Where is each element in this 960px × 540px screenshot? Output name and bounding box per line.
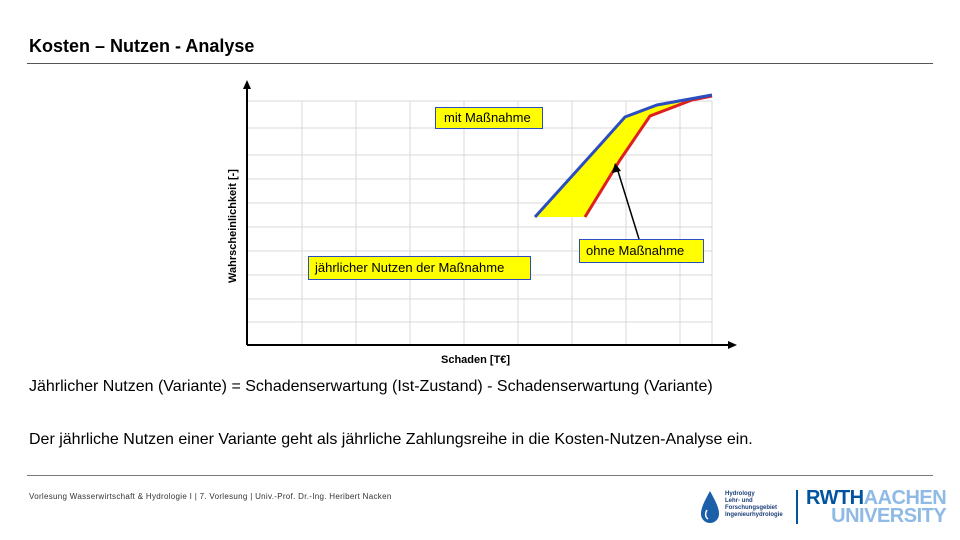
- annual-benefit-label: jährlicher Nutzen der Maßnahme: [308, 256, 531, 280]
- x-axis-arrow: [728, 341, 737, 349]
- benefit-formula: Jährlicher Nutzen (Variante) = Schadense…: [29, 378, 713, 395]
- title-divider: [27, 63, 933, 64]
- body-text: Der jährliche Nutzen einer Variante geht…: [29, 431, 753, 448]
- hydrology-logo-line: Hydrology: [725, 491, 755, 497]
- hydrology-logo-line: Forschungsgebiet: [725, 505, 778, 511]
- rwth-logo-university: UNIVERSITY: [831, 505, 947, 527]
- hydrology-logo: Hydrology Lehr- und Forschungsgebiet Ing…: [700, 488, 790, 528]
- logo-divider: [796, 490, 798, 524]
- grid: [247, 100, 713, 345]
- callout-arrowhead: [612, 163, 621, 173]
- axes: [243, 80, 737, 349]
- rwth-logo-aachen: AACHEN: [863, 487, 947, 509]
- hydrology-logo-text: Hydrology Lehr- und Forschungsgebiet Ing…: [725, 491, 783, 519]
- hydrology-logo-line: Ingenieurhydrologie: [725, 512, 783, 518]
- y-axis-arrow: [243, 80, 251, 89]
- callout-arrow: [616, 167, 640, 240]
- footer-divider: [27, 475, 933, 476]
- water-drop-icon: [701, 491, 719, 523]
- footer-text: Vorlesung Wasserwirtschaft & Hydrologie …: [29, 492, 392, 501]
- without-measure-label: ohne Maßnahme: [579, 239, 704, 263]
- x-axis-label: Schaden [T€]: [441, 354, 511, 366]
- slide-title: Kosten – Nutzen - Analyse: [29, 36, 255, 56]
- rwth-aachen-logo: RWTHAACHEN UNIVERSITY: [806, 487, 947, 527]
- hydrology-logo-line: Lehr- und: [725, 498, 753, 504]
- benefit-area: [535, 95, 712, 217]
- with-measure-label: mit Maßnahme: [435, 107, 543, 129]
- with-measure-curve: [533, 93, 713, 219]
- rwth-logo-rwth: RWTH: [806, 487, 864, 509]
- y-axis-label: Wahrscheinlichkeit [-]: [227, 169, 239, 283]
